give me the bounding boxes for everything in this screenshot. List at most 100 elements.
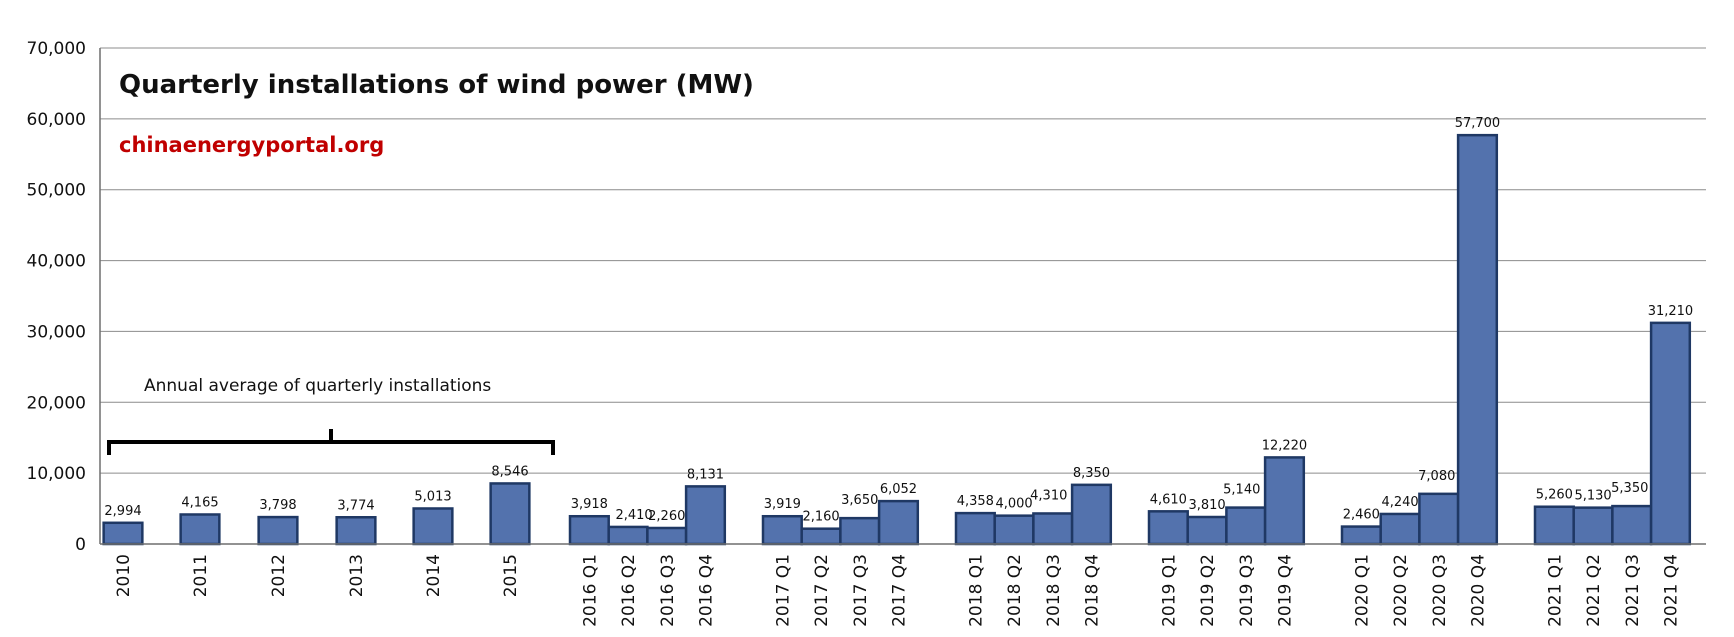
bar: [1611, 504, 1653, 546]
bar: [1418, 492, 1460, 546]
data-label: 57,700: [1455, 116, 1501, 131]
x-tick-label: 2021 Q3: [1623, 554, 1643, 627]
data-label: 4,610: [1150, 492, 1187, 507]
bar: [646, 526, 688, 546]
bar: [800, 527, 842, 546]
bar: [1070, 483, 1113, 546]
data-label: 5,350: [1611, 481, 1648, 496]
bar: [1649, 321, 1692, 546]
bar: [1533, 505, 1575, 546]
data-label: 31,210: [1648, 304, 1694, 319]
data-label: 2,410: [615, 508, 652, 523]
bar: [839, 516, 881, 546]
x-tick-label: 2021 Q4: [1661, 554, 1681, 627]
bar: [412, 507, 454, 546]
data-label: 12,220: [1262, 438, 1308, 453]
x-tick-label: 2014: [424, 554, 444, 597]
data-label: 5,130: [1574, 489, 1611, 504]
data-labels: 2,994 4,165 3,798 3,774 5,013 8,546 3,918 2,410…: [104, 116, 1693, 525]
source-label: chinaenergyportal.org: [119, 133, 384, 157]
data-label: 4,000: [995, 497, 1032, 512]
x-tick-label: 2020 Q2: [1391, 554, 1411, 627]
bar: [489, 482, 531, 546]
y-tick-label: 10,000: [27, 464, 86, 484]
data-label: 2,160: [802, 510, 839, 525]
x-tick-label: 2017 Q4: [889, 554, 909, 627]
x-tick-label: 2011: [191, 554, 211, 597]
data-label: 6,052: [880, 482, 917, 497]
data-label: 8,131: [687, 467, 724, 482]
x-tick-label: 2019 Q3: [1237, 554, 1257, 627]
x-tick-label: 2018 Q3: [1044, 554, 1064, 627]
bar: [954, 511, 996, 546]
data-label: 3,918: [571, 497, 608, 512]
bar: [993, 514, 1035, 546]
bar: [1032, 512, 1074, 546]
bar: [877, 499, 920, 546]
bar: [1572, 506, 1614, 546]
data-label: 5,140: [1223, 483, 1260, 498]
x-tick-label: 2019 Q4: [1275, 554, 1295, 627]
x-tick-label: 2016 Q4: [696, 554, 716, 627]
data-label: 3,774: [337, 498, 374, 513]
y-axis-ticks: 0 10,000 20,000 30,000 40,000 50,000 60,000 70,…: [27, 39, 86, 555]
x-tick-label: 2017 Q3: [851, 554, 871, 627]
x-tick-label: 2019 Q1: [1159, 554, 1179, 627]
average-annotation: Annual average of quarterly installation…: [144, 376, 491, 396]
bar: [607, 525, 649, 546]
bar: [102, 521, 144, 546]
y-tick-label: 40,000: [27, 252, 86, 272]
x-tick-label: 2021 Q2: [1584, 554, 1604, 627]
data-label: 4,240: [1381, 495, 1418, 510]
x-tick-label: 2020 Q1: [1352, 554, 1372, 627]
bar: [335, 516, 377, 546]
data-label: 3,919: [764, 497, 801, 512]
data-label: 8,350: [1073, 466, 1110, 481]
data-label: 5,260: [1536, 488, 1573, 503]
data-label: 3,650: [841, 493, 878, 508]
x-tick-label: 2018 Q2: [1005, 554, 1025, 627]
data-label: 4,310: [1030, 488, 1067, 503]
data-label: 4,165: [181, 495, 218, 510]
x-tick-label: 2016 Q1: [580, 554, 600, 627]
x-tick-label: 2012: [269, 554, 289, 597]
gridlines: [100, 47, 1706, 474]
bar: [1147, 510, 1189, 546]
x-tick-label: 2016 Q3: [658, 554, 678, 627]
data-label: 8,546: [491, 464, 528, 479]
x-tick-label: 2015: [501, 554, 521, 597]
bar: [761, 514, 803, 546]
x-tick-label: 2017 Q2: [812, 554, 832, 627]
bar: [179, 513, 221, 546]
x-tick-label: 2020 Q4: [1468, 554, 1488, 627]
x-axis-ticks: 2010 2011 2012 2013 2014 2015 2016 Q1 2016 Q2 20…: [114, 554, 1681, 627]
bar: [1340, 525, 1382, 546]
x-tick-label: 2019 Q2: [1198, 554, 1218, 627]
bar: [257, 515, 299, 546]
chart-title: Quarterly installations of wind power (M…: [119, 70, 754, 100]
bar: [1225, 506, 1267, 546]
y-tick-label: 20,000: [27, 393, 86, 413]
data-label: 3,810: [1188, 498, 1225, 513]
bar: [1186, 515, 1228, 546]
data-label: 3,798: [259, 498, 296, 513]
x-tick-label: 2020 Q3: [1430, 554, 1450, 627]
data-label: 2,460: [1343, 508, 1380, 523]
x-tick-label: 2013: [347, 554, 367, 597]
bar: [1263, 456, 1306, 546]
bar: [684, 485, 727, 546]
y-tick-label: 0: [75, 535, 86, 555]
x-tick-label: 2010: [114, 554, 134, 597]
y-tick-label: 30,000: [27, 322, 86, 342]
data-label: 4,358: [957, 494, 994, 509]
bar: [1379, 512, 1421, 546]
y-tick-label: 60,000: [27, 110, 86, 130]
y-tick-label: 50,000: [27, 181, 86, 201]
bar: [1456, 133, 1499, 546]
x-tick-label: 2021 Q1: [1545, 554, 1565, 627]
x-tick-label: 2018 Q1: [966, 554, 986, 627]
data-label: 5,013: [414, 489, 451, 504]
x-tick-label: 2016 Q2: [619, 554, 639, 627]
bar: [568, 514, 610, 546]
